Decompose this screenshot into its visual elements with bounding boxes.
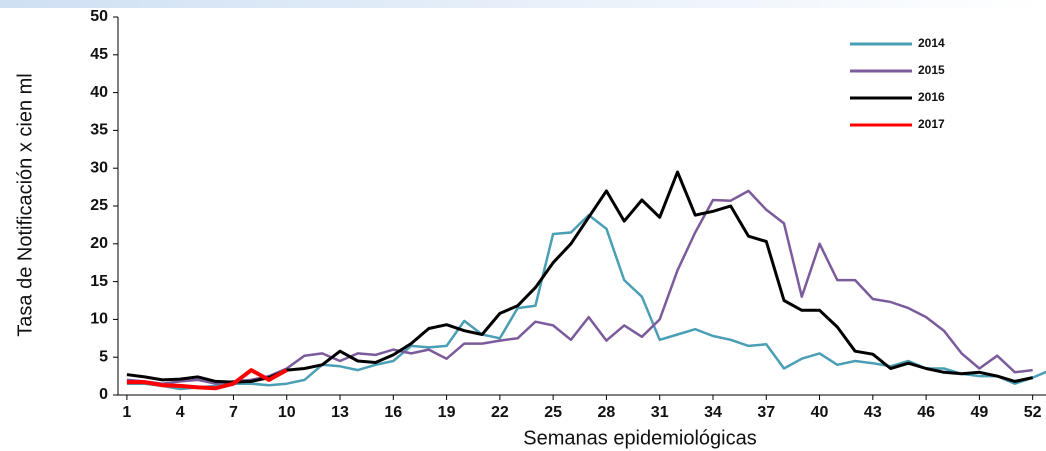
y-tick-label: 45 bbox=[90, 46, 108, 63]
y-axis-label: Tasa de Notificación x cien ml bbox=[14, 73, 36, 336]
x-tick-label: 34 bbox=[704, 404, 722, 421]
header-band bbox=[0, 0, 1046, 8]
series-line bbox=[126, 189, 1033, 385]
x-tick-label: 37 bbox=[757, 404, 775, 421]
x-tick-label: 49 bbox=[970, 404, 988, 421]
x-tick-label: 16 bbox=[384, 404, 402, 421]
series-line bbox=[126, 170, 1034, 384]
y-tick-label: 40 bbox=[90, 84, 108, 101]
y-tick-label: 50 bbox=[90, 8, 108, 25]
legend-label: 2017 bbox=[918, 117, 945, 131]
x-tick-label: 22 bbox=[491, 404, 509, 421]
y-tick-label: 35 bbox=[90, 122, 108, 139]
x-tick-label: 52 bbox=[1024, 404, 1042, 421]
x-tick-label: 25 bbox=[544, 404, 562, 421]
x-tick-label: 46 bbox=[917, 404, 935, 421]
legend-label: 2014 bbox=[918, 36, 945, 50]
y-tick-label: 10 bbox=[90, 311, 108, 328]
y-tick-label: 0 bbox=[99, 386, 108, 403]
x-tick-label: 7 bbox=[229, 404, 238, 421]
legend-label: 2016 bbox=[918, 90, 945, 104]
x-tick-label: 28 bbox=[598, 404, 616, 421]
y-tick-label: 30 bbox=[90, 159, 108, 176]
series-line bbox=[126, 368, 288, 391]
y-tick-label: 20 bbox=[90, 235, 108, 252]
x-tick-label: 31 bbox=[651, 404, 669, 421]
y-tick-label: 25 bbox=[90, 197, 108, 214]
x-tick-label: 10 bbox=[278, 404, 296, 421]
x-tick-label: 40 bbox=[811, 404, 829, 421]
legend-label: 2015 bbox=[918, 63, 945, 77]
x-axis-label: Semanas epidemiológicas bbox=[523, 427, 756, 449]
x-tick-label: 13 bbox=[331, 404, 349, 421]
y-tick-label: 15 bbox=[90, 273, 108, 290]
y-tick-label: 5 bbox=[99, 348, 108, 365]
x-tick-label: 1 bbox=[122, 404, 131, 421]
x-tick-label: 4 bbox=[176, 404, 185, 421]
x-tick-label: 19 bbox=[438, 404, 456, 421]
x-tick-label: 43 bbox=[864, 404, 882, 421]
